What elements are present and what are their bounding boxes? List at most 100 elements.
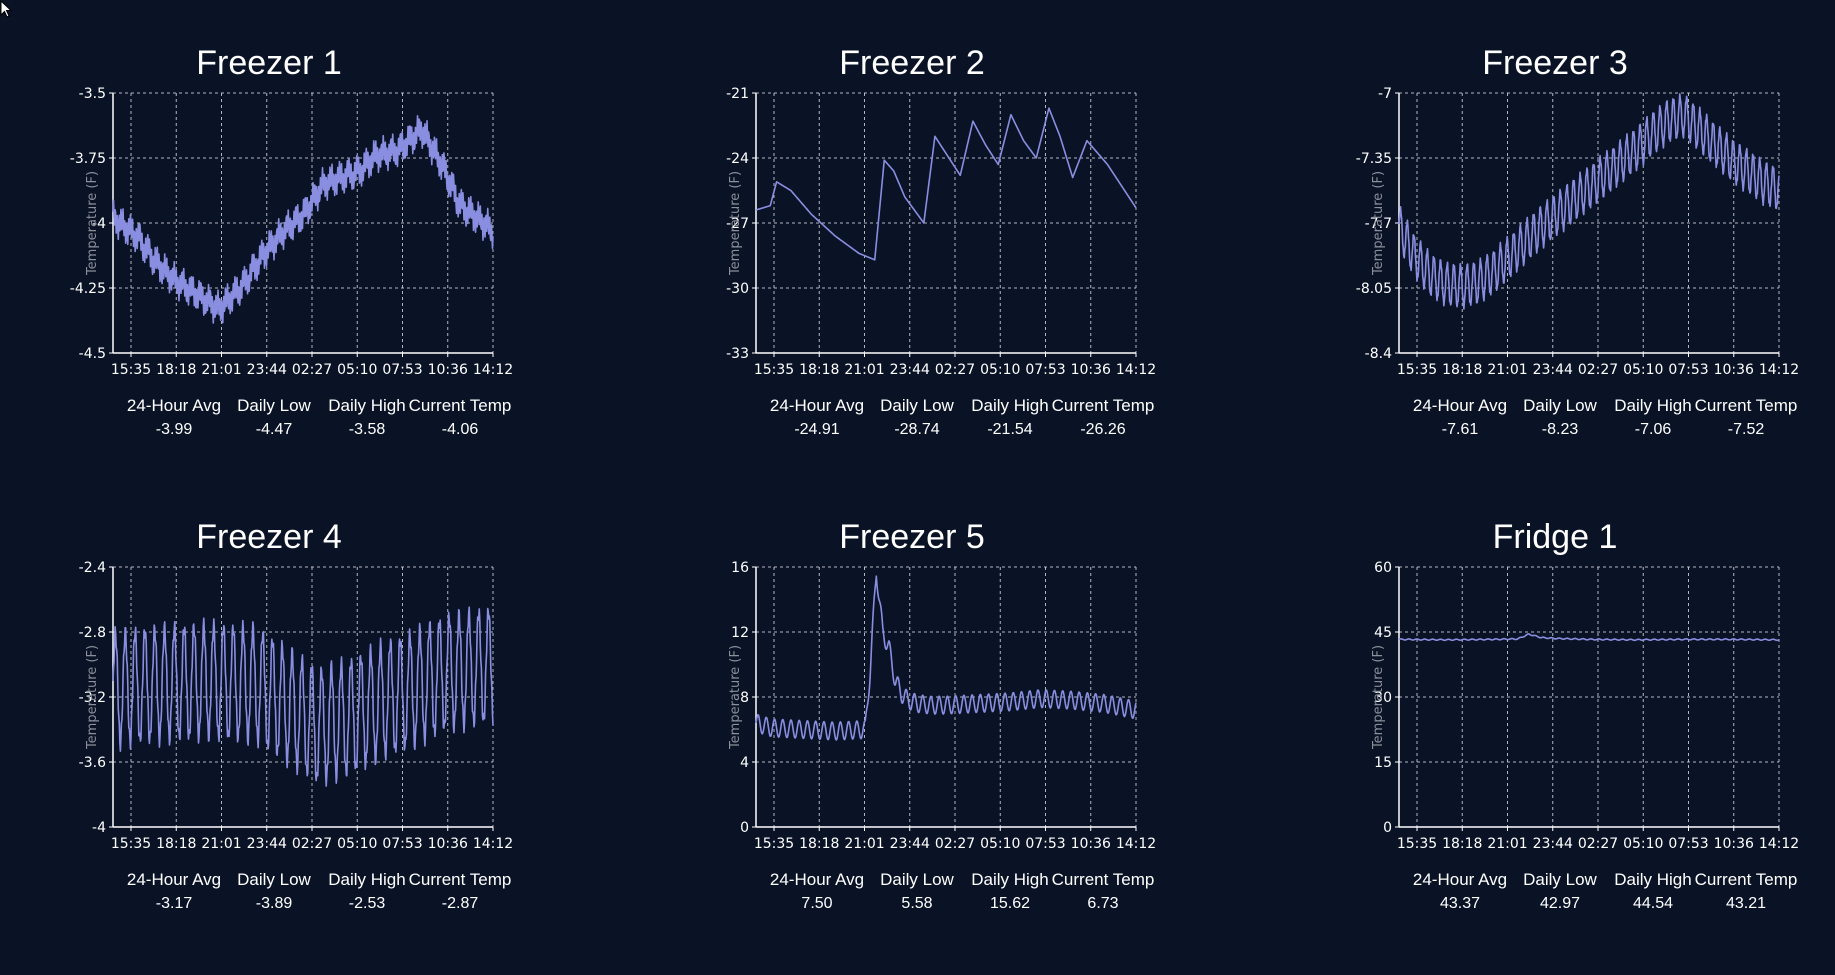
stat-label: Current Temp [1694, 396, 1798, 415]
y-tick-label: -4 [92, 820, 106, 836]
stat-label: Daily High [328, 396, 406, 415]
x-tick-label: 05:10 [980, 362, 1020, 378]
x-tick-label: 14:12 [1759, 362, 1799, 378]
stat-value: -26.26 [1080, 421, 1126, 438]
x-tick-label: 15:35 [1397, 362, 1437, 378]
stat-label: Current Temp [408, 870, 512, 889]
x-tick-label: 05:10 [1623, 362, 1663, 378]
stat-label: Daily Low [1523, 870, 1597, 889]
stat-daily-low: Daily Low -28.74 [857, 396, 977, 439]
mouse-cursor-icon [0, 0, 13, 18]
x-tick-label: 10:36 [1071, 362, 1111, 378]
stat-value: -28.74 [894, 421, 940, 438]
x-tick-label: 02:27 [292, 836, 332, 852]
chart-title: Freezer 5 [839, 518, 985, 556]
x-tick-label: 02:27 [292, 362, 332, 378]
stat-value: -3.89 [255, 895, 293, 912]
stat-label: Current Temp [408, 396, 512, 415]
stat-value: -8.23 [1541, 421, 1579, 438]
x-tick-label: 10:36 [428, 362, 468, 378]
stat-value: -7.52 [1727, 421, 1765, 438]
x-tick-label: 07:53 [1668, 836, 1708, 852]
y-tick-label: 45 [1374, 625, 1392, 641]
stat-current-temp: Current Temp -2.87 [400, 870, 520, 913]
stat-label: 24-Hour Avg [1412, 396, 1508, 415]
x-tick-label: 18:18 [156, 362, 196, 378]
stat-label: 24-Hour Avg [1412, 870, 1508, 889]
stat-avg: 24-Hour Avg 43.37 [1400, 870, 1520, 913]
stat-label: Daily Low [237, 870, 311, 889]
x-tick-label: 21:01 [201, 362, 241, 378]
x-tick-label: 14:12 [1116, 362, 1156, 378]
x-tick-label: 05:10 [1623, 836, 1663, 852]
y-tick-label: -3.75 [70, 151, 106, 167]
x-tick-label: 07:53 [382, 836, 422, 852]
x-tick-label: 10:36 [428, 836, 468, 852]
y-tick-label: 16 [731, 560, 749, 576]
x-tick-label: 21:01 [844, 362, 884, 378]
stat-label: 24-Hour Avg [126, 870, 222, 889]
stat-label: Current Temp [1051, 396, 1155, 415]
chart-title: Freezer 4 [196, 518, 342, 556]
stat-avg: 24-Hour Avg -7.61 [1400, 396, 1520, 439]
y-tick-label: -3.5 [79, 86, 106, 102]
series-line-temperature [112, 606, 494, 787]
x-tick-label: 23:44 [1533, 836, 1573, 852]
stat-avg: 24-Hour Avg -3.17 [114, 870, 234, 913]
y-axis-label: Temperature (F) [85, 171, 100, 276]
stat-label: Current Temp [1051, 870, 1155, 889]
stat-value: -3.17 [155, 895, 193, 912]
stat-daily-high: Daily High 15.62 [950, 870, 1070, 913]
chart-freezer-1: -3.5 -3.75 -4 -4.25 -4.5 15:35 18:18 21:01 23:44… [70, 86, 513, 378]
y-tick-label: -33 [726, 346, 749, 362]
x-tick-label: 02:27 [935, 362, 975, 378]
stat-daily-low: Daily Low 42.97 [1500, 870, 1620, 913]
x-tick-label: 15:35 [754, 836, 794, 852]
x-tick-label: 23:44 [890, 836, 930, 852]
x-tick-label: 18:18 [1442, 836, 1482, 852]
y-tick-label: -7.7 [1365, 216, 1392, 232]
x-tick-label: 23:44 [890, 362, 930, 378]
stat-label: Daily High [971, 396, 1049, 415]
x-tick-label: 10:36 [1714, 836, 1754, 852]
chart-fridge-1: 60 45 30 15 0 15:35 18:18 21:01 23:44 02:27 05:10 0… [1371, 560, 1799, 852]
stat-value: -7.61 [1441, 421, 1479, 438]
x-tick-label: 21:01 [844, 836, 884, 852]
chart-freezer-3: -7 -7.35 -7.7 -8.05 -8.4 15:35 18:18 21:01 23:44… [1356, 86, 1799, 378]
x-tick-label: 07:53 [1668, 362, 1708, 378]
y-tick-label: -27 [726, 216, 749, 232]
stat-daily-low: Daily Low 5.58 [857, 870, 977, 913]
x-tick-label: 05:10 [980, 836, 1020, 852]
x-tick-label: 14:12 [473, 362, 513, 378]
y-tick-label: 0 [740, 820, 749, 836]
series-line-temperature [755, 575, 1137, 741]
stat-label: 24-Hour Avg [126, 396, 222, 415]
stat-daily-low: Daily Low -4.47 [214, 396, 334, 439]
stat-label: Daily Low [880, 396, 954, 415]
chart-title: Fridge 1 [1492, 518, 1618, 556]
y-tick-label: 12 [731, 625, 749, 641]
stat-daily-high: Daily High -3.58 [307, 396, 427, 439]
chart-title: Freezer 3 [1482, 44, 1628, 82]
stat-value: 5.58 [901, 895, 933, 912]
y-tick-label: -7.35 [1356, 151, 1392, 167]
stat-value: 43.37 [1439, 895, 1481, 912]
stat-value: 42.97 [1539, 895, 1581, 912]
stat-value: 43.21 [1725, 895, 1767, 912]
x-tick-label: 14:12 [473, 836, 513, 852]
x-tick-label: 07:53 [382, 362, 422, 378]
y-axis-label: Temperature (F) [728, 171, 743, 276]
stat-value: -4.47 [255, 421, 293, 438]
stat-label: Daily High [971, 870, 1049, 889]
stat-daily-high: Daily High -7.06 [1593, 396, 1713, 439]
stat-current-temp: Current Temp 43.21 [1686, 870, 1806, 913]
chart-panel-freezer-4: Freezer 4 -2.4 -2.8 -3.2 -3.6 -4 15:35 18:18 21:… [49, 474, 609, 914]
stat-value: -21.54 [987, 421, 1033, 438]
x-tick-label: 21:01 [1487, 362, 1527, 378]
y-tick-label: 8 [740, 690, 749, 706]
y-tick-label: 0 [1383, 820, 1392, 836]
stat-value: -2.87 [441, 895, 479, 912]
y-tick-label: -7 [1378, 86, 1392, 102]
stat-daily-low: Daily Low -3.89 [214, 870, 334, 913]
y-tick-label: -4.5 [79, 346, 106, 362]
